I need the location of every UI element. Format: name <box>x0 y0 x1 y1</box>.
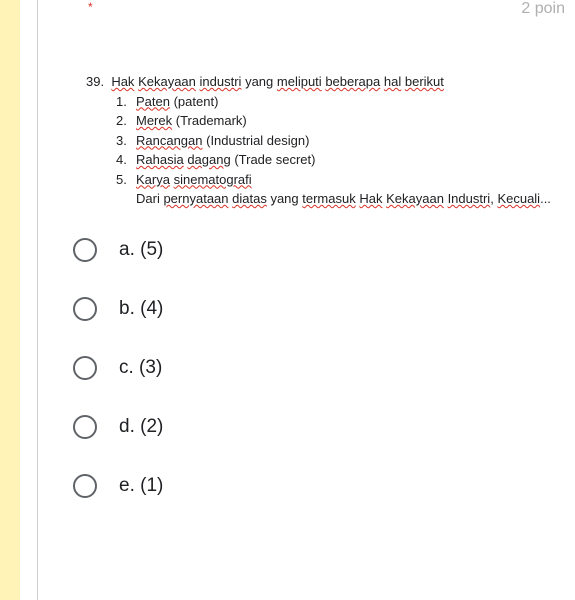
question-list: 1. Paten (patent) 2. Merek (Trademark) 3… <box>116 92 565 209</box>
radio-icon[interactable] <box>73 474 97 498</box>
list-item: 3. Rancangan (Industrial design) <box>116 131 565 151</box>
list-item: 4. Rahasia dagang (Trade secret) <box>116 150 565 170</box>
option-b[interactable]: b. (4) <box>73 297 163 321</box>
question-stem: 39. Hak Kekayaan industri yang meliputi … <box>86 72 565 92</box>
radio-icon[interactable] <box>73 297 97 321</box>
radio-icon[interactable] <box>73 238 97 262</box>
content-area: * 2 poin 39. Hak Kekayaan industri yang … <box>38 0 575 600</box>
option-label: a. (5) <box>119 239 163 261</box>
option-label: b. (4) <box>119 298 163 320</box>
question-block: 39. Hak Kekayaan industri yang meliputi … <box>86 72 565 209</box>
option-label: d. (2) <box>119 416 163 438</box>
option-a[interactable]: a. (5) <box>73 238 163 262</box>
option-c[interactable]: c. (3) <box>73 356 163 380</box>
radio-icon[interactable] <box>73 356 97 380</box>
option-label: c. (3) <box>119 357 162 379</box>
list-item: 1. Paten (patent) <box>116 92 565 112</box>
list-item: 2. Merek (Trademark) <box>116 111 565 131</box>
option-e[interactable]: e. (1) <box>73 474 163 498</box>
list-item: 5. Karya sinematografi <box>116 170 565 190</box>
question-number: 39. <box>86 74 104 89</box>
question-conclusion: Dari pernyataan diatas yang termasuk Hak… <box>136 189 565 209</box>
option-d[interactable]: d. (2) <box>73 415 163 439</box>
options-group: a. (5) b. (4) c. (3) d. (2) e. (1) <box>73 238 163 533</box>
points-label: 2 poin <box>521 0 565 18</box>
left-margin-band <box>0 0 20 600</box>
page-edge <box>20 0 38 600</box>
required-star: * <box>88 0 93 14</box>
option-label: e. (1) <box>119 475 163 497</box>
radio-icon[interactable] <box>73 415 97 439</box>
